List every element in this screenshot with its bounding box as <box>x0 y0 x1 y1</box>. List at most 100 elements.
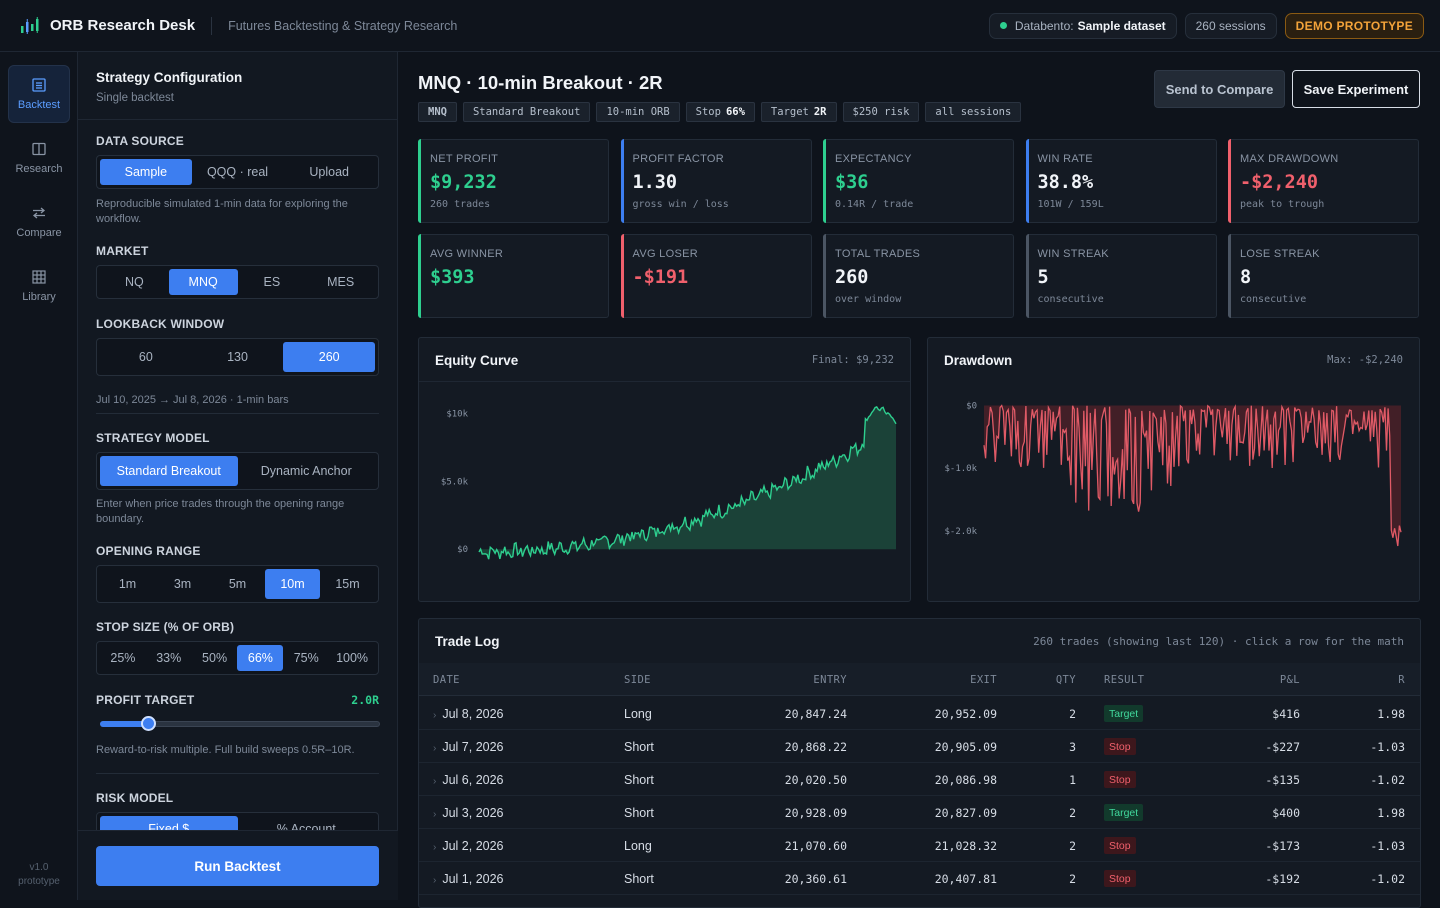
config-header: Strategy Configuration Single backtest <box>78 52 397 120</box>
stop-size-option[interactable]: 100% <box>336 651 369 665</box>
lookback-hint: Jul 10, 2025 → Jul 8, 2026 · 1-min bars <box>96 394 289 406</box>
cell-exit: 20,086.98 <box>934 773 997 787</box>
column-header[interactable]: QTY <box>1055 674 1076 686</box>
cell-side: Long <box>624 707 652 721</box>
stat-card: TOTAL TRADES 260 over window <box>823 234 1014 318</box>
cell-pnl: $400 <box>1272 806 1300 820</box>
column-header[interactable]: EXIT <box>970 674 997 686</box>
opening-range-option[interactable]: 5m <box>228 577 247 591</box>
lookback-option[interactable]: 260 <box>283 342 376 372</box>
cell-side: Short <box>624 806 654 820</box>
lookback-option[interactable]: 130 <box>227 350 248 364</box>
cell-r: 1.98 <box>1377 707 1405 721</box>
data-source-hint: Reproducible simulated 1-min data for ex… <box>96 198 348 225</box>
opening-range-option[interactable]: 15m <box>335 577 360 591</box>
opening-range-option[interactable]: 10m <box>265 569 320 599</box>
send-to-compare-button[interactable]: Send to Compare <box>1154 70 1285 108</box>
cell-r: -1.02 <box>1370 872 1405 886</box>
version-sub: prototype <box>18 876 60 887</box>
market-option[interactable]: MES <box>327 275 355 289</box>
table-row[interactable]: › Jul 8, 2026 Long 20,847.24 20,952.09 2 Targe… <box>419 697 1420 730</box>
version-label: v1.0 <box>29 862 49 873</box>
data-source-option[interactable]: QQQ · real <box>206 165 269 179</box>
cell-entry: 20,360.61 <box>784 872 847 886</box>
market-option[interactable]: NQ <box>125 275 144 289</box>
table-row[interactable]: › Jul 7, 2026 Short 20,868.22 20,905.09 3 Stop… <box>419 730 1420 763</box>
table-row[interactable]: › Jul 1, 2026 Short 20,360.61 20,407.81 2 Stop… <box>419 862 1420 895</box>
cell-qty: 2 <box>1069 839 1076 853</box>
stop-size-option[interactable]: 25% <box>110 651 136 665</box>
datasource-badge[interactable]: Databento: Sample dataset <box>988 12 1177 39</box>
result-badge: Target <box>1104 804 1144 821</box>
stat-label: EXPECTANCY <box>835 153 912 165</box>
table-row[interactable]: › Jul 6, 2026 Short 20,020.50 20,086.98 1 Stop… <box>419 763 1420 796</box>
rail-label-research: Research <box>15 163 63 175</box>
rail-item-library[interactable]: Library <box>8 257 70 315</box>
equity-meta: Final: $9,232 <box>811 354 894 366</box>
table-row[interactable]: › Jul 2, 2026 Long 21,070.60 21,028.32 2 Stop -… <box>419 829 1420 862</box>
chevron-right-icon: › <box>433 776 437 787</box>
stop-size-option[interactable]: 66% <box>237 645 284 671</box>
stat-sub: consecutive <box>1240 294 1307 305</box>
lookback-option[interactable]: 60 <box>138 350 153 364</box>
chevron-right-icon: › <box>433 842 437 853</box>
section-divider <box>96 413 379 414</box>
stat-value: -$191 <box>632 267 689 288</box>
config-tag-text: $250 risk <box>852 106 910 118</box>
stat-sub: peak to trough <box>1240 199 1325 210</box>
column-header[interactable]: R <box>1398 674 1405 686</box>
config-tag: Stop 66% <box>685 102 755 122</box>
stop-size-option[interactable]: 50% <box>202 651 228 665</box>
stat-value: $393 <box>430 267 475 288</box>
strategy-model-option[interactable]: Dynamic Anchor <box>260 464 352 478</box>
column-header[interactable]: P&L <box>1279 674 1300 686</box>
stat-card: AVG WINNER $393 <box>418 234 609 318</box>
profit-target-slider-handle[interactable] <box>141 716 156 731</box>
config-tag-value: 2R <box>813 106 827 118</box>
opening-range-option[interactable]: 3m <box>173 577 192 591</box>
stat-label: PROFIT FACTOR <box>632 153 725 165</box>
profit-target-label: PROFIT TARGET <box>96 693 195 707</box>
stat-label: LOSE STREAK <box>1240 248 1320 260</box>
column-header[interactable]: RESULT <box>1104 674 1145 686</box>
stat-sub: 0.14R / trade <box>835 199 914 210</box>
column-header[interactable]: DATE <box>433 674 460 686</box>
stat-value: 5 <box>1037 267 1049 288</box>
rail-item-backtest[interactable]: Backtest <box>8 65 70 123</box>
y-tick-label: $10k <box>446 409 468 419</box>
market-label: MARKET <box>96 244 149 258</box>
cell-date-text: Jul 2, 2026 <box>442 839 504 853</box>
datasource-value: Sample dataset <box>1077 18 1166 33</box>
rail-item-research[interactable]: Research <box>8 129 70 187</box>
y-tick-label: $0 <box>966 402 977 412</box>
profit-target-slider-fill <box>100 721 150 727</box>
stop-size-option[interactable]: 75% <box>293 651 319 665</box>
data-source-option[interactable]: Sample <box>100 159 192 185</box>
config-tag: 10-min ORB <box>596 102 680 122</box>
opening-range-option[interactable]: 1m <box>118 577 137 591</box>
strategy-model-option[interactable]: Standard Breakout <box>100 456 238 486</box>
stat-label: AVG LOSER <box>632 248 698 260</box>
stat-label: NET PROFIT <box>430 153 499 165</box>
cell-entry: 20,847.24 <box>784 707 847 721</box>
market-option[interactable]: MNQ <box>168 269 238 295</box>
column-header[interactable]: SIDE <box>624 674 651 686</box>
save-experiment-button[interactable]: Save Experiment <box>1292 70 1420 108</box>
stat-sub: 260 trades <box>430 199 491 210</box>
strategy-model-label: STRATEGY MODEL <box>96 431 210 445</box>
config-tag: Target 2R <box>760 102 837 122</box>
result-badge: Stop <box>1104 738 1136 755</box>
app-logo[interactable]: ORB Research Desk <box>20 16 195 35</box>
column-header[interactable]: ENTRY <box>813 674 847 686</box>
run-backtest-button[interactable]: Run Backtest <box>96 846 379 886</box>
data-source-option[interactable]: Upload <box>309 165 349 179</box>
stat-card: EXPECTANCY $36 0.14R / trade <box>823 139 1014 223</box>
market-option[interactable]: ES <box>263 275 281 289</box>
rail-item-compare[interactable]: Compare <box>8 193 70 251</box>
stop-size-option[interactable]: 33% <box>156 651 182 665</box>
config-tag-text: Standard Breakout <box>472 106 581 118</box>
profit-target-hint: Reward-to-risk multiple. Full build swee… <box>96 744 355 756</box>
datasource-label: Databento: <box>1014 18 1074 33</box>
trade-log-title: Trade Log <box>435 634 500 649</box>
table-row[interactable]: › Jul 3, 2026 Short 20,928.09 20,827.09 2 Targ… <box>419 796 1420 829</box>
